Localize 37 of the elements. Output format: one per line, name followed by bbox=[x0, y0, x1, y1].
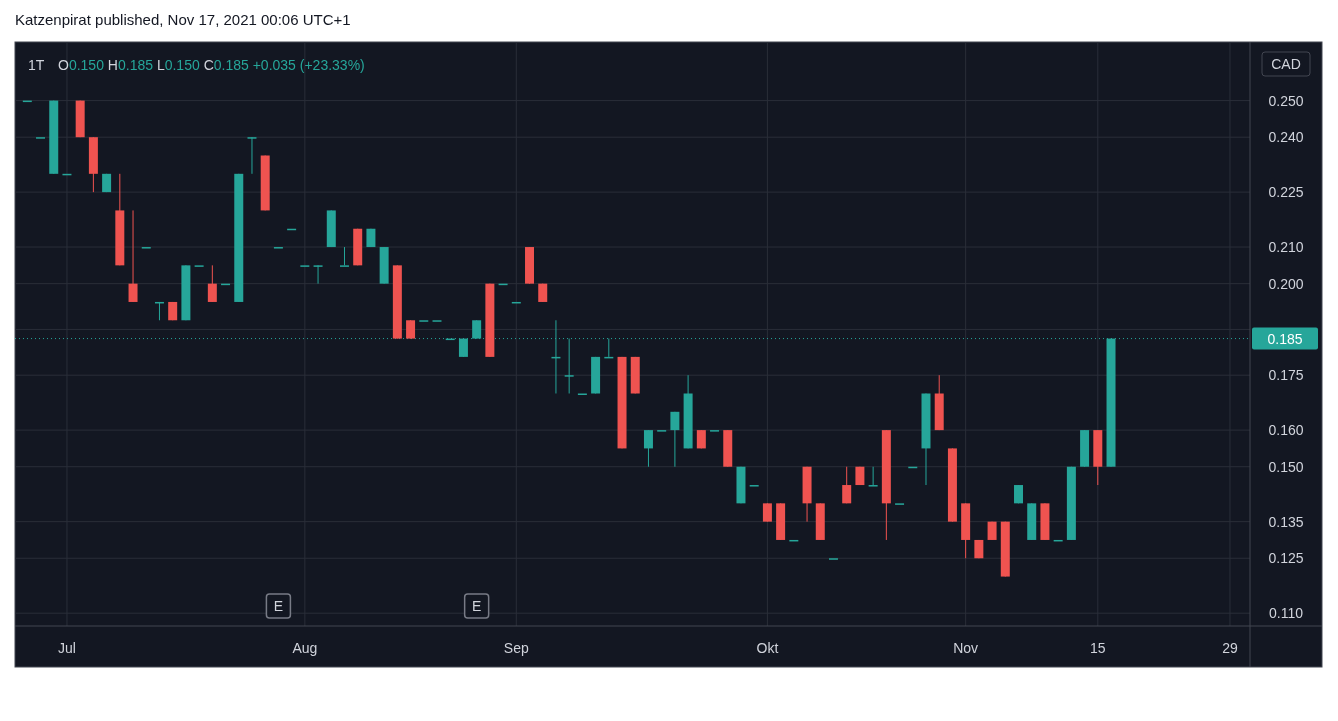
text: 1T bbox=[28, 57, 45, 73]
candlestick bbox=[670, 411, 680, 468]
candlestick bbox=[762, 502, 772, 523]
x-tick-label: Okt bbox=[756, 640, 779, 656]
y-axis-title: CAD bbox=[1271, 56, 1301, 72]
x-tick-label: Sep bbox=[503, 640, 529, 656]
annotation: E bbox=[471, 598, 482, 614]
text: Katzenpirat published, Nov 17, 2021 00:06 UTC+1 bbox=[15, 11, 351, 28]
y-tick-label: 0.200 bbox=[1268, 275, 1304, 292]
candlestick bbox=[207, 264, 217, 303]
x-tick-label: Jul bbox=[58, 640, 76, 656]
y-tick-label: 0.160 bbox=[1268, 422, 1304, 439]
y-tick-label: 0.135 bbox=[1268, 513, 1304, 530]
x-tick-label: 15 bbox=[1090, 640, 1106, 656]
candlestick bbox=[868, 466, 878, 487]
x-tick-label: Aug bbox=[292, 640, 318, 656]
candlestick bbox=[564, 338, 574, 394]
candlestick bbox=[842, 466, 852, 504]
candlestick bbox=[247, 136, 257, 175]
candlestick bbox=[406, 319, 416, 340]
y-tick-label: 0.125 bbox=[1268, 550, 1304, 567]
y-tick-label: 0.225 bbox=[1268, 184, 1304, 201]
y-tick-label: 0.110 bbox=[1269, 605, 1304, 622]
annotation: E bbox=[273, 598, 284, 614]
y-tick-label: 0.240 bbox=[1268, 129, 1304, 146]
y-tick-label: 0.250 bbox=[1268, 92, 1304, 109]
ref-line-label: 0.185 bbox=[1267, 330, 1303, 347]
y-tick-label: 0.210 bbox=[1268, 239, 1304, 256]
candlestick bbox=[128, 209, 138, 303]
candlestick bbox=[643, 429, 653, 468]
y-tick-label: 0.175 bbox=[1268, 367, 1304, 384]
y-tick-label: 0.150 bbox=[1268, 458, 1304, 475]
candlestick bbox=[340, 246, 349, 267]
candlestick bbox=[313, 264, 323, 285]
text: O0.150 H0.185 L0.150 C0.185 +0.035 (+23.33%) bbox=[58, 57, 365, 73]
x-tick-label: 29 bbox=[1222, 640, 1238, 656]
x-tick-label: Nov bbox=[953, 640, 979, 656]
